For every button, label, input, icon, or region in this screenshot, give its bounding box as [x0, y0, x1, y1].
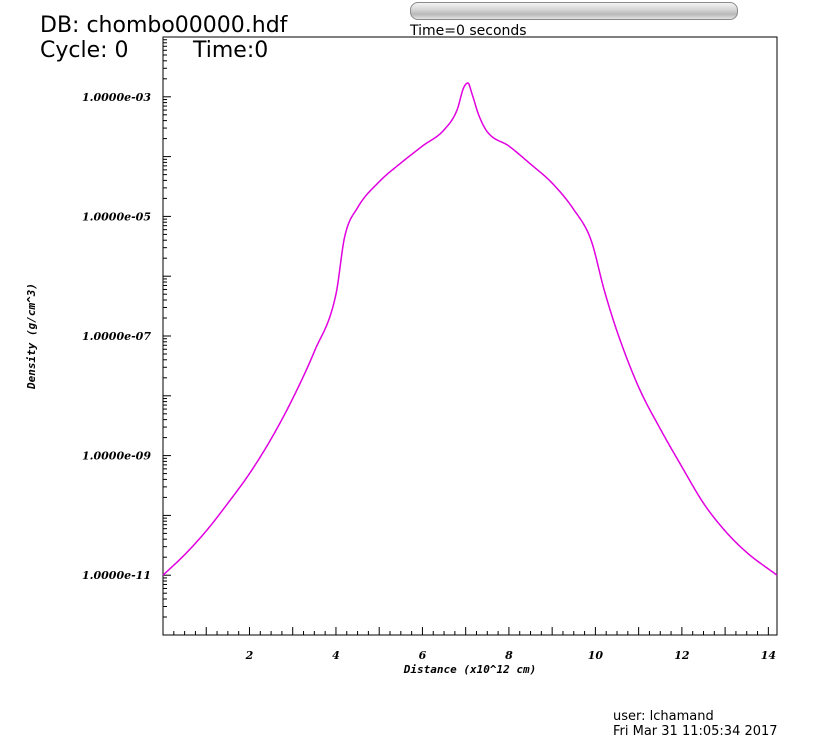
time-label: Time:0 [193, 38, 269, 63]
x-axis-tick-labels: 2 4 6 8 10 12 14 [245, 649, 776, 662]
plot-area [162, 36, 778, 636]
y-tick-label: 1.0000e-09 [82, 450, 151, 463]
timestamp-label: Fri Mar 31 11:05:34 2017 [613, 724, 778, 739]
x-tick-label: 10 [588, 649, 604, 662]
x-tick-label: 12 [674, 649, 690, 662]
database-title: DB: chombo00000.hdf [40, 13, 288, 38]
x-axis-label: Distance (x10^12 cm) [403, 663, 536, 676]
cycle-label: Cycle: 0 [40, 38, 129, 63]
user-label: user: lchamand [613, 709, 714, 724]
time-slider-caption: Time=0 seconds [410, 23, 527, 39]
x-tick-label: 14 [761, 649, 776, 662]
density-curve [162, 82, 778, 576]
y-axis-tick-labels: 1.0000e-11 1.0000e-09 1.0000e-07 1.0000e-05… [82, 91, 151, 582]
y-axis-ticks [163, 39, 171, 636]
y-tick-label: 1.0000e-05 [82, 210, 151, 223]
x-axis-ticks [173, 627, 769, 635]
x-tick-label: 4 [332, 649, 340, 662]
x-tick-label: 8 [505, 649, 513, 662]
time-slider[interactable] [410, 2, 738, 20]
y-tick-label: 1.0000e-03 [82, 91, 151, 104]
x-tick-label: 6 [419, 649, 427, 662]
x-tick-label: 2 [245, 649, 254, 662]
y-tick-label: 1.0000e-07 [82, 330, 151, 343]
y-axis-label: Density (g/cm^3) [25, 283, 38, 390]
y-tick-label: 1.0000e-11 [82, 569, 151, 582]
